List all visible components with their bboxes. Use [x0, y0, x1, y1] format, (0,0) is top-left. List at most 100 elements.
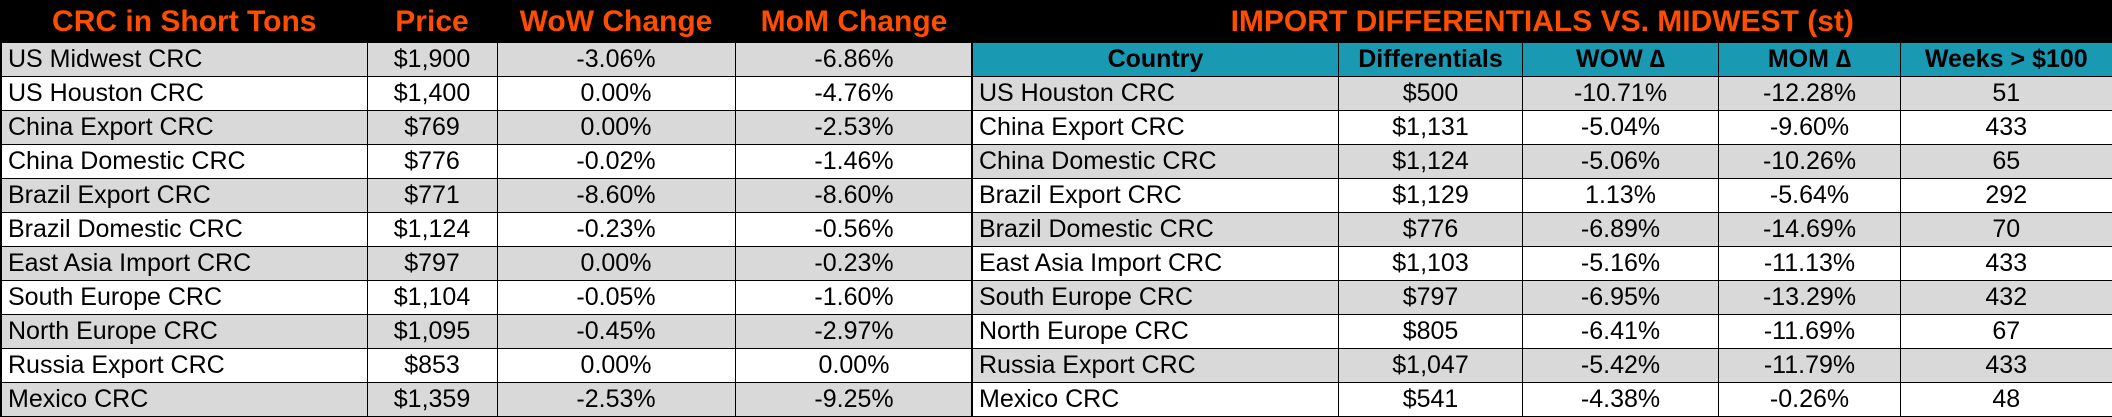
- table-row: Russia Export CRC $853 0.00% 0.00%: [0, 348, 974, 383]
- header-price: Price: [366, 0, 498, 43]
- weeks-value: 51: [1899, 76, 2112, 111]
- differential-value: $1,124: [1338, 144, 1523, 179]
- differential-value: $541: [1338, 382, 1523, 417]
- differential-value: $805: [1338, 314, 1523, 349]
- mom-value: 0.00%: [734, 348, 974, 383]
- table-row: North Europe CRC $1,095 -0.45% -2.97%: [0, 314, 974, 349]
- product-name: Mexico CRC: [0, 382, 368, 417]
- differential-value: $776: [1338, 212, 1523, 247]
- wow-value: -3.06%: [496, 42, 736, 77]
- product-name: South Europe CRC: [0, 280, 368, 315]
- weeks-value: 65: [1899, 144, 2112, 179]
- price-value: $1,359: [366, 382, 498, 417]
- table-row: Brazil Export CRC $771 -8.60% -8.60%: [0, 178, 974, 213]
- wow-delta-value: -10.71%: [1522, 76, 1719, 111]
- price-value: $797: [366, 246, 498, 281]
- wow-delta-value: -6.89%: [1522, 212, 1719, 247]
- mom-value: -6.86%: [734, 42, 974, 77]
- table-row: China Export CRC $769 0.00% -2.53%: [0, 110, 974, 145]
- mom-value: -0.23%: [734, 246, 974, 281]
- product-name: North Europe CRC: [0, 314, 368, 349]
- differential-value: $1,047: [1338, 348, 1523, 383]
- weeks-value: 292: [1899, 178, 2112, 213]
- differential-value: $1,103: [1338, 246, 1523, 281]
- table-divider: [971, 0, 973, 417]
- weeks-value: 70: [1899, 212, 2112, 247]
- import-differentials-table: IMPORT DIFFERENTIALS VS. MIDWEST (st) Co…: [971, 0, 2112, 417]
- header-differentials: Differentials: [1338, 42, 1523, 77]
- price-value: $771: [366, 178, 498, 213]
- wow-delta-value: -5.04%: [1522, 110, 1719, 145]
- weeks-value: 432: [1899, 280, 2112, 315]
- wow-value: 0.00%: [496, 76, 736, 111]
- mom-value: -2.53%: [734, 110, 974, 145]
- mom-delta-value: -5.64%: [1718, 178, 1901, 213]
- country-name: Mexico CRC: [972, 382, 1339, 417]
- mom-delta-value: -13.29%: [1718, 280, 1901, 315]
- country-name: East Asia Import CRC: [972, 246, 1339, 281]
- country-name: Brazil Export CRC: [972, 178, 1339, 213]
- right-title-row: IMPORT DIFFERENTIALS VS. MIDWEST (st): [971, 0, 2112, 43]
- mom-value: -4.76%: [734, 76, 974, 111]
- table-row: US Houston CRC $1,400 0.00% -4.76%: [0, 76, 974, 111]
- wow-value: 0.00%: [496, 110, 736, 145]
- price-value: $1,104: [366, 280, 498, 315]
- crc-prices-table: CRC in Short Tons Price WoW Change MoM C…: [0, 0, 974, 417]
- wow-value: 0.00%: [496, 348, 736, 383]
- weeks-value: 433: [1899, 246, 2112, 281]
- mom-delta-value: -11.79%: [1718, 348, 1901, 383]
- differential-value: $1,129: [1338, 178, 1523, 213]
- wow-value: -0.05%: [496, 280, 736, 315]
- table-row: East Asia Import CRC $1,103 -5.16% -11.1…: [972, 246, 2112, 281]
- wow-delta-value: 1.13%: [1522, 178, 1719, 213]
- wow-value: -8.60%: [496, 178, 736, 213]
- mom-delta-value: -11.13%: [1718, 246, 1901, 281]
- wow-delta-value: -5.06%: [1522, 144, 1719, 179]
- mom-delta-value: -0.26%: [1718, 382, 1901, 417]
- price-value: $1,095: [366, 314, 498, 349]
- wow-delta-value: -6.95%: [1522, 280, 1719, 315]
- country-name: China Export CRC: [972, 110, 1339, 145]
- mom-delta-value: -14.69%: [1718, 212, 1901, 247]
- price-value: $776: [366, 144, 498, 179]
- header-wow-change: WoW Change: [496, 0, 736, 43]
- table-row: Brazil Export CRC $1,129 1.13% -5.64% 29…: [972, 178, 2112, 213]
- wow-value: -0.45%: [496, 314, 736, 349]
- mom-value: -8.60%: [734, 178, 974, 213]
- table-row: North Europe CRC $805 -6.41% -11.69% 67: [972, 314, 2112, 349]
- country-name: North Europe CRC: [972, 314, 1339, 349]
- table-row: Russia Export CRC $1,047 -5.42% -11.79% …: [972, 348, 2112, 383]
- header-product: CRC in Short Tons: [0, 0, 368, 43]
- price-value: $1,400: [366, 76, 498, 111]
- product-name: US Houston CRC: [0, 76, 368, 111]
- header-wow-delta: WOW ∆: [1522, 42, 1719, 77]
- wow-delta-value: -4.38%: [1522, 382, 1719, 417]
- price-value: $769: [366, 110, 498, 145]
- product-name: US Midwest CRC: [0, 42, 368, 77]
- table-row: Brazil Domestic CRC $1,124 -0.23% -0.56%: [0, 212, 974, 247]
- left-title-row: CRC in Short Tons Price WoW Change MoM C…: [0, 0, 974, 43]
- table-row: Brazil Domestic CRC $776 -6.89% -14.69% …: [972, 212, 2112, 247]
- wow-delta-value: -5.42%: [1522, 348, 1719, 383]
- differential-value: $1,131: [1338, 110, 1523, 145]
- country-name: Brazil Domestic CRC: [972, 212, 1339, 247]
- wow-delta-value: -5.16%: [1522, 246, 1719, 281]
- mom-value: -0.56%: [734, 212, 974, 247]
- mom-value: -1.60%: [734, 280, 974, 315]
- price-value: $1,900: [366, 42, 498, 77]
- header-mom-change: MoM Change: [734, 0, 974, 43]
- table-row: Mexico CRC $1,359 -2.53% -9.25%: [0, 382, 974, 417]
- product-name: Brazil Domestic CRC: [0, 212, 368, 247]
- differential-value: $500: [1338, 76, 1523, 111]
- mom-value: -9.25%: [734, 382, 974, 417]
- weeks-value: 48: [1899, 382, 2112, 417]
- country-name: US Houston CRC: [972, 76, 1339, 111]
- differential-value: $797: [1338, 280, 1523, 315]
- product-name: China Domestic CRC: [0, 144, 368, 179]
- table-row: South Europe CRC $797 -6.95% -13.29% 432: [972, 280, 2112, 315]
- mom-value: -2.97%: [734, 314, 974, 349]
- table-row: China Domestic CRC $776 -0.02% -1.46%: [0, 144, 974, 179]
- wow-delta-value: -6.41%: [1522, 314, 1719, 349]
- product-name: Russia Export CRC: [0, 348, 368, 383]
